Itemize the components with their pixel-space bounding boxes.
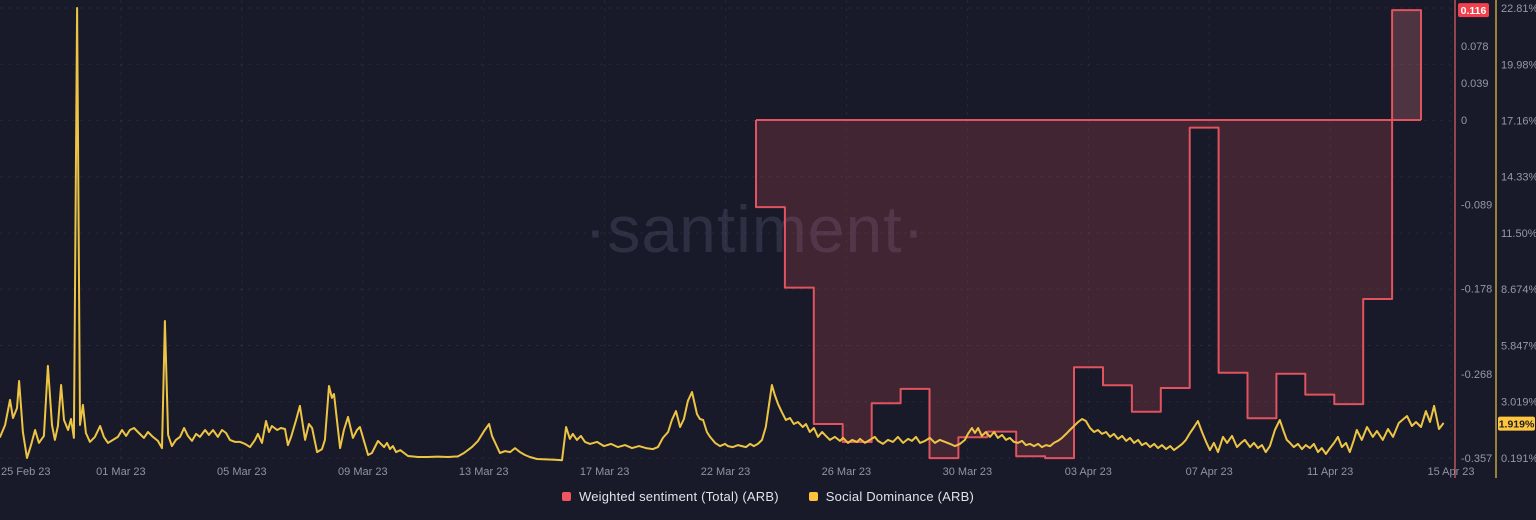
x-axis-tick-label: 05 Mar 23 — [217, 466, 267, 478]
legend-label-social-dominance: Social Dominance (ARB) — [825, 489, 974, 504]
dominance-line — [0, 7, 1445, 462]
dominance-tick-label: 8.674% — [1501, 284, 1536, 296]
sentiment-current-badge: 0.116 — [1458, 3, 1489, 17]
dominance-badge-bg — [1498, 416, 1535, 431]
dominance-tick-label: 19.98% — [1501, 59, 1536, 71]
sentiment-tick-label: -0.357 — [1461, 453, 1492, 465]
x-axis-labels: 25 Feb 23 01 Mar 23 05 Mar 23 09 Mar 23 13 M… — [1, 466, 1475, 478]
dominance-tick-label: 22.81% — [1501, 3, 1536, 15]
sentiment-badge-bg — [1458, 3, 1489, 18]
x-axis-tick-label: 11 Apr 23 — [1307, 466, 1353, 478]
x-axis-tick-label: 26 Mar 23 — [822, 466, 872, 478]
sentiment-tick-label: 0 — [1461, 115, 1467, 127]
sentiment-axis-labels: 0.078 0.039 0 -0.089 -0.178 -0.268 -0.357 — [1461, 41, 1492, 465]
dominance-tick-label: 3.019% — [1501, 397, 1536, 409]
dominance-tick-label: 0.191% — [1501, 453, 1536, 465]
sentiment-tick-label: -0.268 — [1461, 369, 1492, 381]
x-axis-tick-label: 17 Mar 23 — [580, 466, 630, 478]
dominance-tick-label: 17.16% — [1501, 115, 1536, 127]
sentiment-current-value: 0.116 — [1461, 5, 1487, 17]
dominance-tick-label: 11.50% — [1501, 228, 1536, 240]
legend-item-weighted-sentiment[interactable]: Weighted sentiment (Total) (ARB) — [562, 489, 779, 504]
legend-swatch-social-dominance-icon — [808, 492, 818, 501]
x-axis-tick-label: 30 Mar 23 — [943, 466, 993, 478]
sentiment-tick-label: -0.089 — [1461, 199, 1492, 211]
dominance-tick-label: 5.847% — [1501, 341, 1536, 353]
dominance-current-badge: 1.919% — [1498, 416, 1535, 431]
x-axis-tick-label: 13 Mar 23 — [459, 466, 509, 478]
chart-canvas[interactable]: ·santiment· 0.078 0.039 0 -0.089 -0.178 -0.268… — [0, 0, 1536, 484]
legend-label-weighted-sentiment: Weighted sentiment (Total) (ARB) — [579, 489, 779, 504]
x-axis-tick-label: 09 Mar 23 — [338, 466, 388, 478]
x-axis-tick-label: 01 Mar 23 — [96, 466, 146, 478]
legend-swatch-weighted-sentiment-icon — [562, 492, 571, 501]
dominance-axis-labels: 22.81% 19.98% 17.16% 14.33% 11.50% 8.674% 5.84… — [1501, 3, 1536, 465]
social-dominance-series — [0, 7, 1445, 462]
x-axis-tick-label: 07 Apr 23 — [1186, 466, 1233, 478]
dominance-current-value: 1.919% — [1499, 419, 1535, 431]
sentiment-tick-label: 0.039 — [1461, 78, 1489, 90]
weighted-sentiment-series — [755, 9, 1422, 460]
santiment-watermark: ·santiment· — [584, 192, 925, 266]
dominance-tick-label: 14.33% — [1501, 172, 1536, 184]
x-axis-tick-label: 03 Apr 23 — [1065, 466, 1112, 478]
sentiment-tick-label: -0.178 — [1461, 284, 1492, 296]
gridlines — [0, 0, 1452, 462]
x-axis-tick-label: 25 Feb 23 — [1, 466, 51, 478]
sentiment-tick-label: 0.078 — [1461, 41, 1489, 53]
legend: Weighted sentiment (Total) (ARB) Social … — [0, 489, 1536, 504]
x-axis-tick-label: 22 Mar 23 — [701, 466, 751, 478]
legend-item-social-dominance[interactable]: Social Dominance (ARB) — [808, 489, 974, 504]
sentiment-positive-area — [1392, 10, 1421, 121]
x-axis-tick-label: 15 Apr 23 — [1427, 466, 1474, 478]
sentiment-area — [756, 10, 1421, 459]
